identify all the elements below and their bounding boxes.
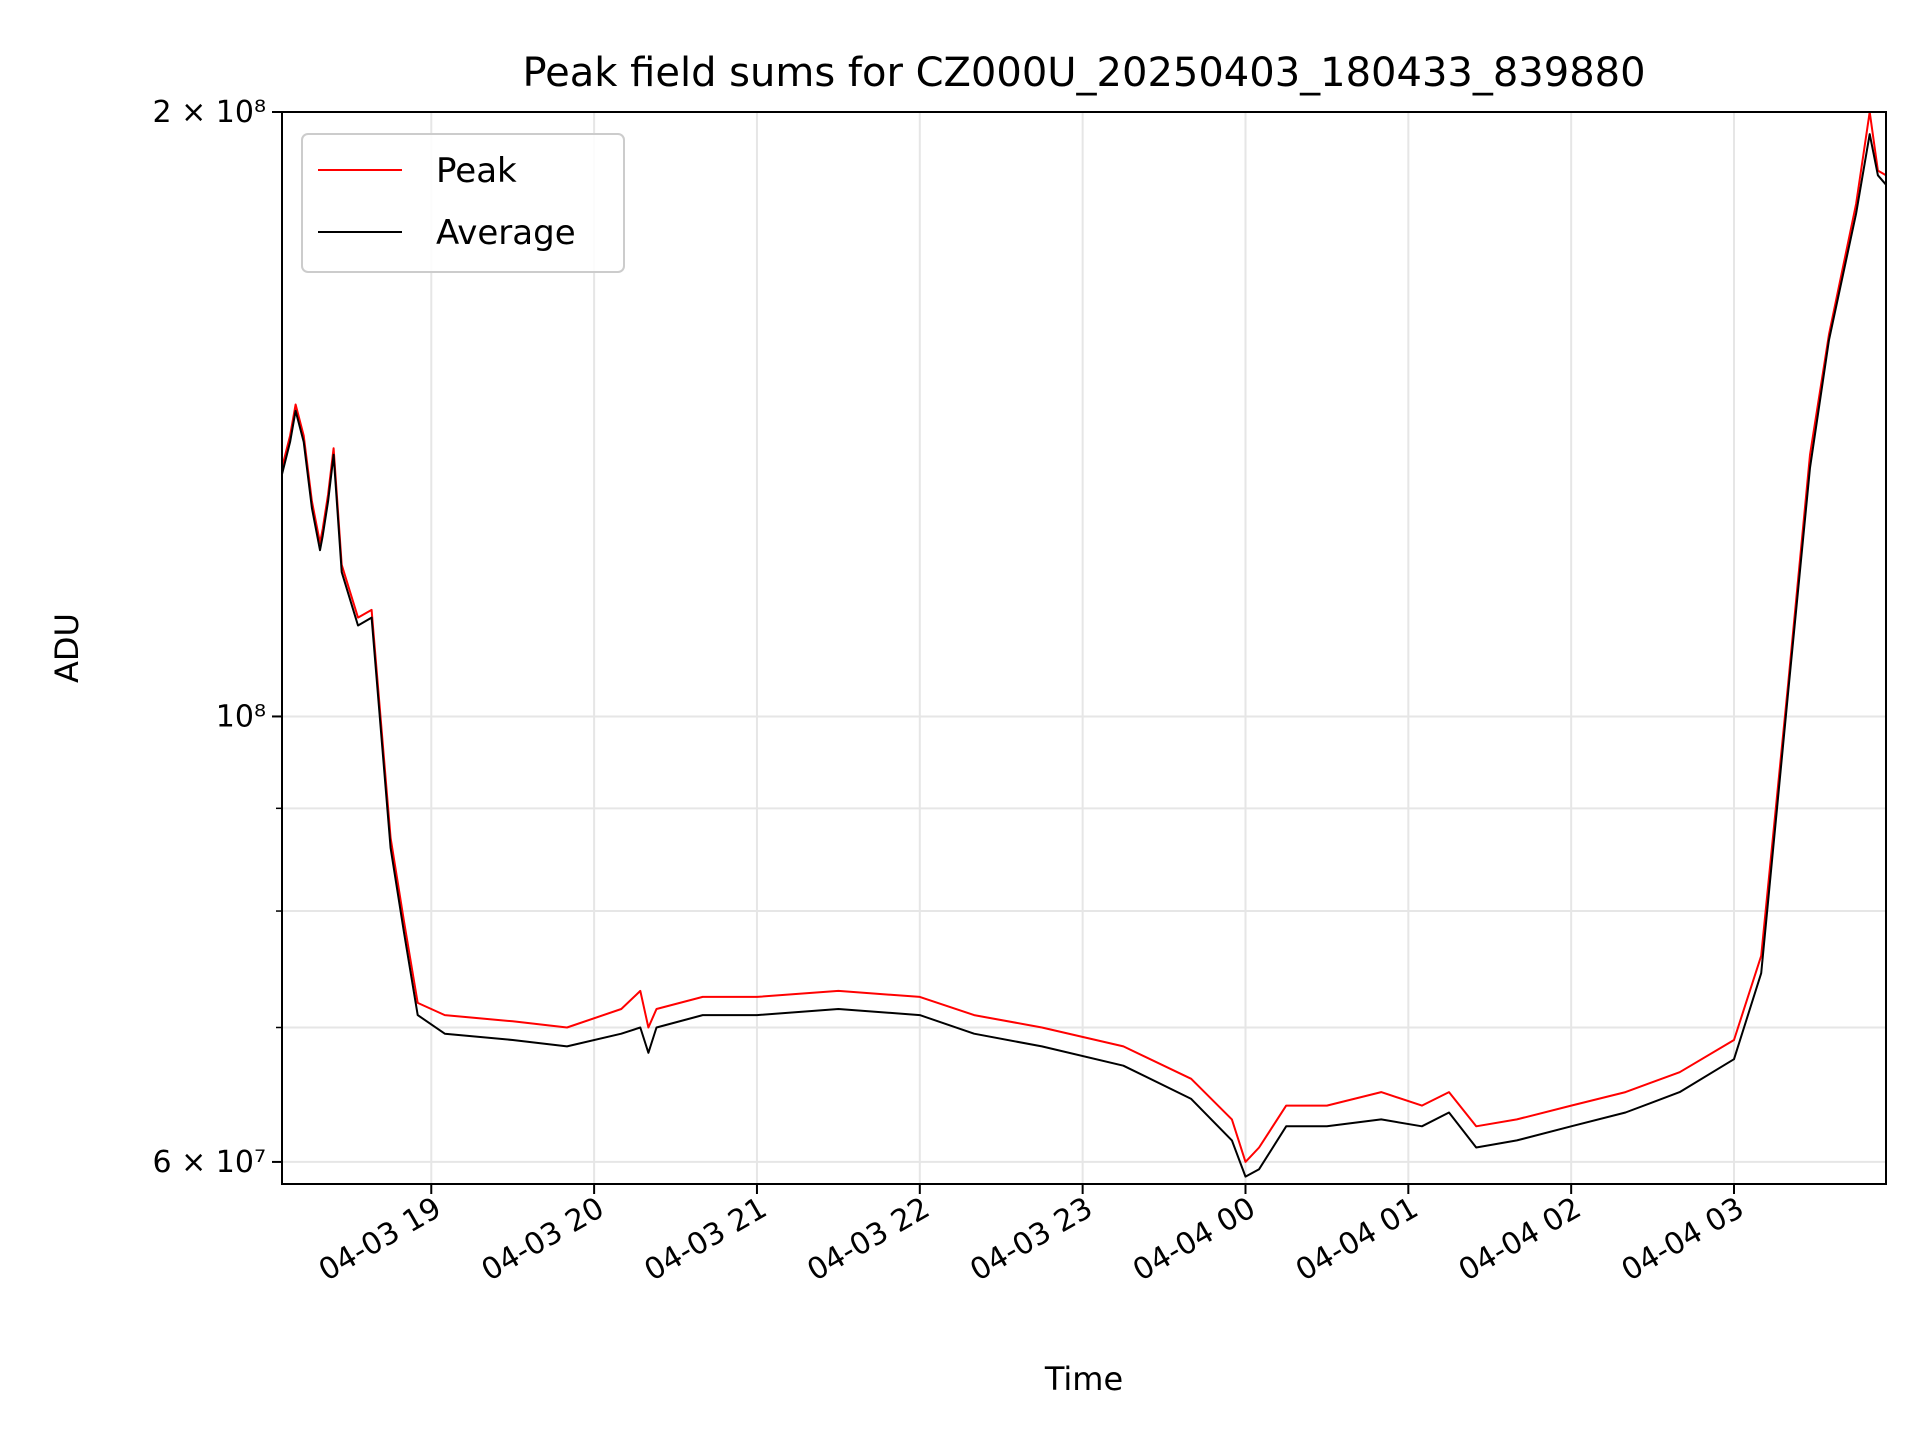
x-tick-label: 04-04 00 xyxy=(1127,1191,1261,1289)
legend: Peak Average xyxy=(301,133,625,273)
legend-label-peak: Peak xyxy=(436,151,517,191)
x-tick-label: 04-03 21 xyxy=(639,1191,773,1289)
plot-frame xyxy=(281,111,1887,1185)
x-tick-label: 04-04 01 xyxy=(1290,1191,1424,1289)
legend-label-average: Average xyxy=(436,213,576,253)
y-axis-label: ADU xyxy=(48,613,86,683)
x-tick-label: 04-03 23 xyxy=(964,1191,1098,1289)
x-axis-label: Time xyxy=(1044,1360,1123,1398)
series-layer xyxy=(281,111,1887,1178)
series-line-average xyxy=(281,133,1887,1178)
chart-title: Peak field sums for CZ000U_20250403_1804… xyxy=(522,50,1645,96)
x-tick-label: 04-03 20 xyxy=(476,1191,610,1289)
axes-layer: 04-03 19 04-03 20 04-03 21 04-03 22 04-03 23… xyxy=(153,95,1887,1288)
x-tick-label: 04-04 02 xyxy=(1453,1191,1587,1289)
y-tick-label: 6 × 10⁷ xyxy=(153,1145,267,1180)
x-tick-label: 04-04 03 xyxy=(1616,1191,1750,1289)
y-tick-label: 10⁸ xyxy=(216,699,266,734)
legend-box xyxy=(301,133,625,273)
x-tick-label: 04-03 22 xyxy=(801,1191,935,1289)
x-tick-label: 04-03 19 xyxy=(313,1191,447,1289)
y-tick-label: 2 × 10⁸ xyxy=(153,95,267,130)
